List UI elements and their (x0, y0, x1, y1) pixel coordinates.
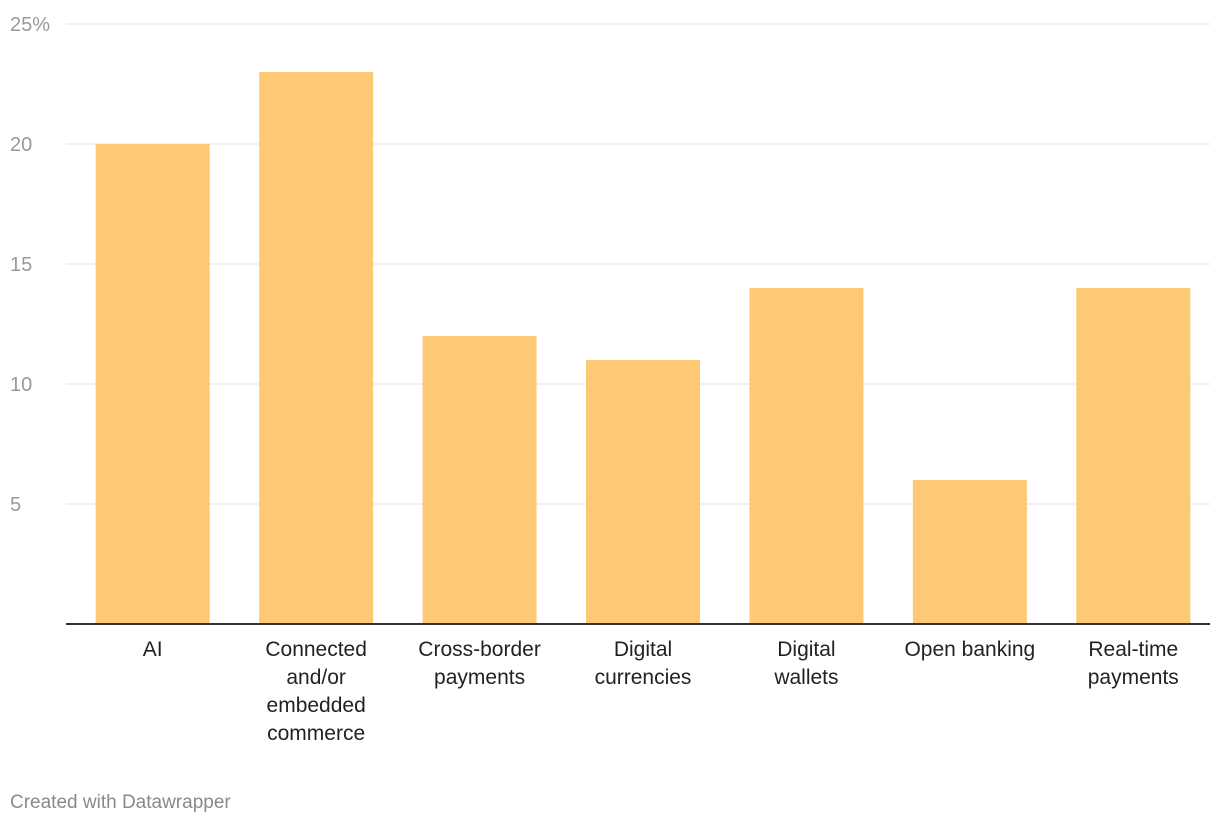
x-category-label: Digital wallets (773, 638, 838, 689)
x-category-label-line: payments (434, 666, 525, 689)
x-category-label-line: embedded (267, 694, 366, 717)
x-category-label: Connected and/or embedded commerce (265, 638, 367, 745)
bar (912, 480, 1027, 624)
x-category-label: AI (143, 638, 163, 661)
x-category-label-line: Real-time (1088, 638, 1178, 661)
x-category-label-line: and/or (286, 666, 346, 689)
bar (586, 360, 700, 624)
x-category-label-line: payments (1088, 666, 1179, 689)
x-category-label-line: Cross-border (418, 638, 541, 661)
bar (749, 288, 864, 624)
bar (1076, 288, 1191, 624)
y-tick-label: 15 (10, 254, 32, 276)
x-category-label-line: Connected (265, 638, 367, 661)
x-category-label-line: currencies (595, 666, 692, 689)
x-category-label-line: Digital (777, 638, 835, 661)
bar (422, 336, 537, 624)
x-category-label-line: commerce (267, 722, 365, 745)
x-category-label-line: AI (143, 638, 163, 661)
y-tick-label: 20 (10, 134, 32, 156)
credit-text: Created with Datawrapper (10, 792, 231, 813)
x-category-label-line: Open banking (904, 638, 1035, 661)
x-category-label: Real-time payments (1088, 638, 1179, 689)
x-category-label: Open banking (904, 638, 1035, 661)
bar (259, 72, 374, 624)
y-tick-label: 10 (10, 374, 32, 396)
x-category-label: Digital currencies (595, 638, 692, 689)
x-category-label-line: Digital (614, 638, 672, 661)
x-category-label: Cross-border payments (418, 638, 541, 689)
y-tick-label: 5 (10, 494, 21, 516)
x-category-label-line: wallets (773, 666, 838, 689)
y-tick-label: 25% (10, 14, 50, 36)
bar (95, 144, 210, 624)
